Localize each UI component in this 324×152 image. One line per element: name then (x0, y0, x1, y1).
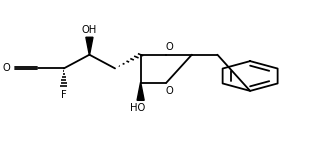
Text: F: F (61, 90, 67, 100)
Text: O: O (3, 63, 10, 73)
Text: OH: OH (82, 24, 97, 35)
Text: HO: HO (130, 103, 146, 113)
Text: O: O (166, 86, 173, 96)
Polygon shape (86, 37, 93, 55)
Text: O: O (166, 42, 173, 52)
Polygon shape (137, 83, 144, 100)
